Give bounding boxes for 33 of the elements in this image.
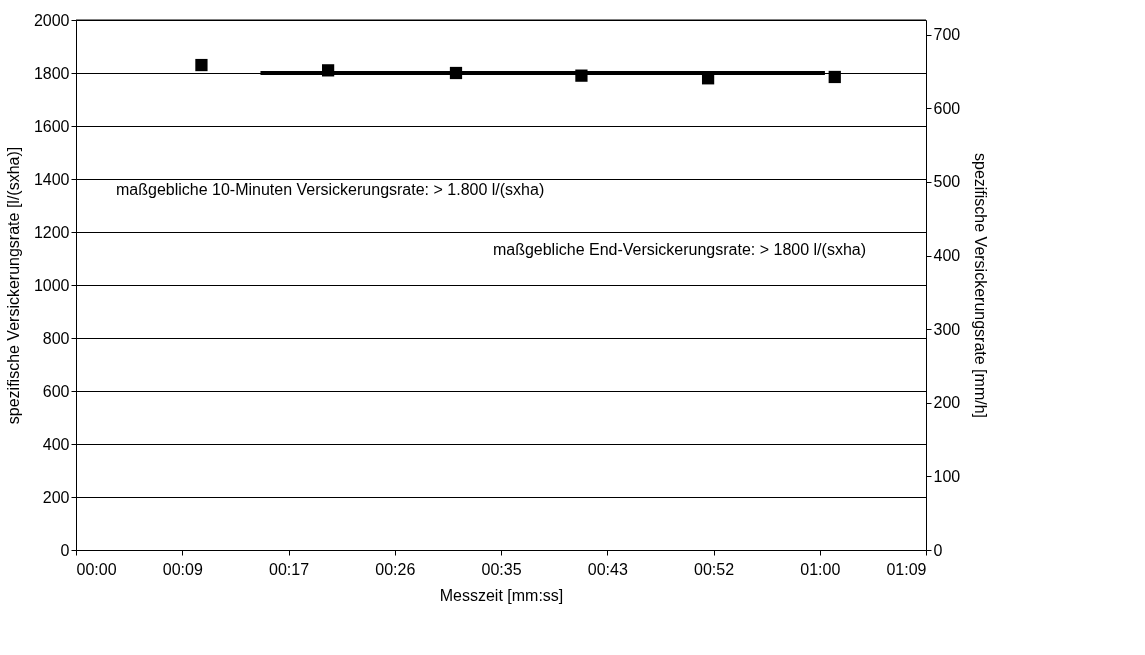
y-tick-label: 1400: [33, 170, 70, 188]
x-tick-label: 00:00: [76, 560, 117, 578]
x-tick-label: 00:35: [481, 560, 522, 578]
y2-tick-label: 100: [933, 467, 961, 485]
annotation: maßgebliche End-Versickerungsrate: > 1800 l/(sxha): [492, 241, 866, 258]
y-tick-label: 1000: [33, 276, 70, 294]
y2-tick-label: 200: [933, 394, 961, 412]
y2-tick-label: 700: [933, 26, 961, 44]
x-tick-label: 00:43: [587, 560, 628, 578]
y2-tick-label: 400: [933, 247, 961, 265]
y-tick-label: 2000: [33, 11, 70, 29]
x-tick-label: 00:09: [162, 560, 203, 578]
y2-axis-title: spezifische Versickerungsrate [mm/h]: [972, 153, 990, 418]
y-tick-label: 200: [42, 488, 70, 506]
x-tick-label: 00:17: [268, 560, 310, 578]
y-tick-label: 1600: [33, 117, 70, 135]
x-tick-label: 00:52: [693, 560, 735, 578]
x-tick-label: 01:00: [800, 560, 841, 578]
y-tick-label: 800: [42, 329, 70, 347]
y-tick-label: 1200: [33, 223, 70, 241]
y2-tick-label: 0: [933, 541, 943, 559]
x-axis-title: Messzeit [mm:ss]: [439, 586, 564, 604]
x-tick-label: 00:26: [375, 560, 416, 578]
y-axis-title: spezifische Versickerungsrate [l/(sxha)]: [4, 146, 22, 425]
y2-tick-label: 300: [933, 320, 961, 338]
y-tick-label: 1800: [33, 64, 70, 82]
x-tick-label: 01:09: [886, 560, 927, 578]
y2-tick-label: 500: [933, 173, 961, 191]
y-tick-label: 400: [42, 435, 70, 453]
y2-tick-label: 600: [933, 99, 961, 117]
y-tick-label: 0: [60, 541, 70, 559]
annotation: maßgebliche 10-Minuten Versickerungsrate: > 1.800 l/(sxha): [116, 181, 545, 198]
y-tick-label: 600: [42, 382, 70, 400]
